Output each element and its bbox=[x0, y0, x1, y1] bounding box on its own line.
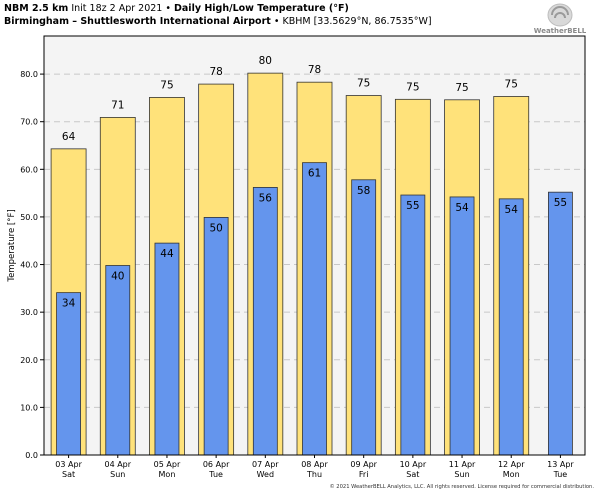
low-temp-bar bbox=[498, 198, 524, 456]
x-tick-weekday-label: Mon bbox=[503, 470, 520, 479]
x-tick-date-label: 04 Apr bbox=[104, 460, 131, 469]
x-tick-weekday-label: Sat bbox=[62, 470, 75, 479]
low-temp-bar bbox=[351, 179, 377, 456]
high-temp-label: 78 bbox=[308, 64, 321, 76]
x-tick-weekday-label: Wed bbox=[257, 470, 274, 479]
high-temp-label: 78 bbox=[209, 66, 222, 78]
x-tick-date-label: 07 Apr bbox=[252, 460, 279, 469]
low-temp-bar bbox=[252, 187, 278, 456]
low-temp-bar bbox=[154, 242, 180, 456]
low-temp-label: 54 bbox=[505, 204, 519, 216]
header-line-2: Birmingham – Shuttlesworth International… bbox=[4, 15, 524, 28]
low-temp-label: 34 bbox=[62, 298, 76, 310]
low-temp-bar bbox=[449, 196, 475, 456]
y-tick-label: 80.0 bbox=[20, 70, 38, 79]
high-temp-label: 80 bbox=[259, 55, 272, 67]
y-tick-label: 20.0 bbox=[20, 356, 38, 365]
x-tick-date-label: 11 Apr bbox=[449, 460, 476, 469]
x-tick-date-label: 13 Apr bbox=[547, 460, 574, 469]
y-tick-label: 0.0 bbox=[25, 451, 38, 460]
low-temp-label: 44 bbox=[160, 248, 174, 260]
low-temp-label: 56 bbox=[259, 192, 273, 204]
x-tick-weekday-label: Mon bbox=[159, 470, 176, 479]
plot-frame bbox=[43, 35, 586, 456]
low-temp-label: 55 bbox=[554, 197, 567, 209]
x-tick-weekday-label: Thu bbox=[306, 470, 322, 479]
x-tick-date-label: 12 Apr bbox=[498, 460, 525, 469]
low-temp-label: 58 bbox=[357, 185, 370, 197]
low-temp-label: 40 bbox=[111, 270, 124, 282]
low-temp-bar bbox=[203, 217, 229, 456]
init-time: Init 18z 2 Apr 2021 bbox=[71, 3, 163, 14]
x-tick-date-label: 06 Apr bbox=[203, 460, 230, 469]
low-temp-bar bbox=[302, 162, 327, 456]
low-temp-label: 50 bbox=[209, 222, 222, 234]
low-temp-label: 55 bbox=[406, 200, 419, 212]
y-tick-label: 10.0 bbox=[20, 403, 38, 412]
high-temp-label: 75 bbox=[357, 78, 370, 90]
low-temp-label: 54 bbox=[455, 202, 469, 214]
y-tick-label: 50.0 bbox=[20, 213, 38, 222]
logo-text: WeatherBELL bbox=[534, 27, 587, 35]
high-temp-label: 75 bbox=[455, 82, 468, 94]
high-temp-label: 64 bbox=[62, 131, 76, 143]
high-temp-label: 75 bbox=[160, 79, 173, 91]
y-tick-label: 40.0 bbox=[20, 261, 38, 270]
y-tick-label: 30.0 bbox=[20, 308, 38, 317]
x-tick-weekday-label: Sun bbox=[110, 470, 125, 479]
x-tick-date-label: 08 Apr bbox=[301, 460, 328, 469]
bullet-2: • bbox=[273, 16, 280, 27]
x-tick-date-label: 10 Apr bbox=[400, 460, 427, 469]
x-tick-date-label: 03 Apr bbox=[55, 460, 82, 469]
low-temp-bar bbox=[105, 265, 131, 456]
low-temp-bar bbox=[56, 292, 81, 456]
y-tick-label: 60.0 bbox=[20, 165, 38, 174]
low-temp-bar bbox=[548, 191, 573, 456]
weatherbell-logo: WeatherBELL bbox=[528, 2, 592, 36]
chart-title: Daily High/Low Temperature (°F) bbox=[174, 3, 349, 14]
x-tick-weekday-label: Tue bbox=[553, 470, 568, 479]
high-temp-label: 75 bbox=[406, 81, 419, 93]
low-temp-label: 61 bbox=[308, 168, 321, 180]
x-tick-weekday-label: Sun bbox=[454, 470, 469, 479]
x-tick-date-label: 05 Apr bbox=[154, 460, 181, 469]
chart-header: NBM 2.5 km Init 18z 2 Apr 2021 • Daily H… bbox=[4, 2, 524, 28]
station-name: Birmingham – Shuttlesworth International… bbox=[4, 16, 271, 27]
station-id: KBHM [33.5629°N, 86.7535°W] bbox=[282, 16, 432, 27]
x-tick-weekday-label: Tue bbox=[208, 470, 223, 479]
high-temp-label: 71 bbox=[111, 99, 124, 111]
copyright-footer: © 2021 WeatherBELL Analytics, LLC. All r… bbox=[329, 484, 594, 490]
high-temp-label: 75 bbox=[505, 78, 518, 90]
low-temp-bar bbox=[400, 194, 426, 456]
x-tick-weekday-label: Fri bbox=[359, 470, 369, 479]
model-name: NBM 2.5 km bbox=[4, 3, 69, 14]
weatherbell-logo-mark: WeatherBELL bbox=[534, 3, 587, 35]
x-tick-weekday-label: Sat bbox=[406, 470, 419, 479]
bullet-1: • bbox=[165, 3, 171, 14]
x-tick-date-label: 09 Apr bbox=[350, 460, 377, 469]
y-axis-label: Temperature [°F] bbox=[7, 209, 17, 282]
y-tick-label: 70.0 bbox=[20, 118, 38, 127]
header-line-1: NBM 2.5 km Init 18z 2 Apr 2021 • Daily H… bbox=[4, 2, 524, 15]
